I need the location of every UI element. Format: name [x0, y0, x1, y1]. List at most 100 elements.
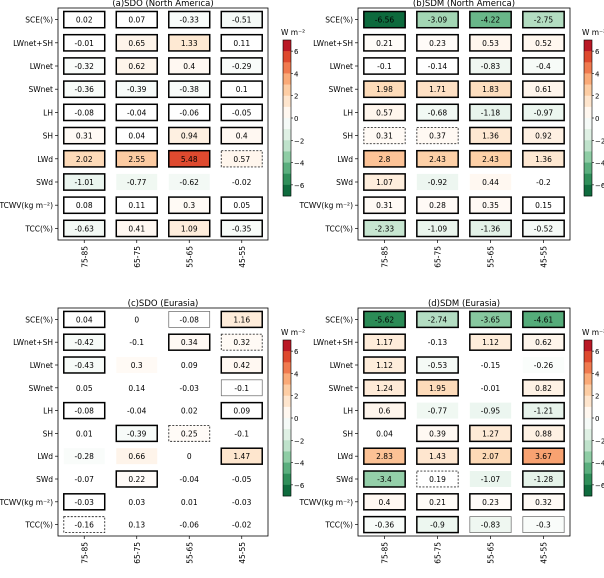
colorbar-tick-label: −6	[595, 482, 604, 490]
cell-value: 2.83	[376, 452, 393, 461]
heatmap-cell	[522, 357, 565, 373]
cell-value: 0.61	[535, 85, 552, 94]
heatmap-cell	[63, 310, 106, 329]
heatmap-cell	[469, 493, 512, 511]
colorbar-segment	[584, 84, 592, 97]
panel-title: (d)SDM (Eurasia)	[428, 299, 500, 309]
cell-value: 0.19	[429, 475, 446, 484]
col-label: 75-85	[80, 246, 89, 268]
colorbar-segment	[584, 151, 592, 163]
heatmap-cell	[63, 516, 106, 534]
heatmap-cell	[115, 149, 158, 168]
cell-value: 0.02	[181, 407, 198, 416]
heatmap-cell	[522, 33, 565, 52]
row-label: LWd	[37, 155, 53, 164]
heatmap-cell	[115, 424, 158, 443]
heatmap-cell	[63, 126, 106, 145]
colorbar-segment	[584, 51, 592, 63]
cell-value: 1.24	[376, 384, 393, 393]
cell-value: 0.11	[233, 39, 250, 48]
cell-value: -2.75	[534, 16, 554, 25]
cell-value: -0.1	[129, 338, 144, 347]
heatmap-cell	[363, 103, 406, 122]
col-label: 65-75	[434, 542, 443, 564]
heatmap-cell	[363, 10, 406, 29]
heatmap-cell	[221, 173, 263, 191]
heatmap-cell	[168, 402, 210, 419]
cell-value: 0.1	[236, 85, 248, 94]
cell-value: 0.94	[181, 132, 198, 141]
cell-value: -1.09	[428, 224, 448, 233]
heatmap-cell	[221, 471, 263, 487]
heatmap-cell	[469, 402, 512, 419]
cell-value: -0.1	[377, 62, 392, 71]
heatmap-cell	[469, 80, 512, 99]
heatmap-cell	[116, 493, 158, 510]
cell-value: 2.43	[482, 155, 499, 164]
cell-value: 0.4	[183, 62, 195, 71]
colorbar-segment	[584, 484, 592, 497]
row-label: SWnet	[29, 85, 54, 94]
heatmap-cell	[469, 149, 512, 168]
heatmap-cell	[116, 402, 158, 419]
colorbar-label: W m⁻²	[281, 328, 305, 337]
cell-value: -0.02	[232, 178, 252, 187]
cell-value: -0.06	[180, 108, 200, 117]
cell-value: 0.23	[482, 498, 499, 507]
colorbar-segment	[584, 373, 592, 385]
cell-value: -0.9	[430, 521, 445, 530]
row-label: SWnet	[29, 384, 54, 393]
row-label: LH	[43, 108, 53, 117]
colorbar-segment	[584, 62, 592, 74]
colorbar-tick-label: −6	[294, 182, 305, 190]
heatmap-cell	[469, 219, 512, 238]
heatmap-cell	[416, 493, 459, 511]
cell-value: 0.39	[429, 429, 446, 438]
heatmap-cell	[63, 10, 106, 29]
panel-frame	[357, 7, 571, 241]
colorbar-tick-label: 4	[294, 370, 299, 378]
colorbar-segment	[283, 406, 291, 419]
heatmap-cell	[115, 219, 158, 238]
colorbar-segment	[584, 173, 592, 186]
heatmap-cell	[416, 424, 459, 443]
cell-value: -0.06	[180, 521, 200, 530]
cell-value: -0.28	[75, 452, 95, 461]
heatmap-panel-1: (a)SDO (North America) SCE(%) 0.02 0.07 -0.3…	[0, 0, 305, 268]
colorbar-segment	[584, 384, 592, 397]
heatmap-cell	[469, 333, 512, 351]
heatmap-cell	[116, 379, 158, 396]
colorbar-segment	[584, 440, 592, 452]
heatmap-cell	[220, 126, 263, 145]
cell-value: 0.01	[76, 429, 93, 438]
row-label: SCE(%)	[25, 16, 53, 25]
heatmap-cell	[363, 515, 406, 534]
cell-value: -0.62	[180, 178, 200, 187]
colorbar-segment	[584, 106, 592, 119]
cell-value: -0.92	[428, 178, 448, 187]
heatmap-cell	[220, 80, 263, 99]
colorbar-segment	[584, 462, 592, 475]
heatmap-cell	[416, 470, 459, 488]
heatmap-cell	[168, 149, 211, 168]
colorbar-label: W m⁻²	[281, 28, 305, 37]
cell-value: 0.01	[181, 498, 198, 507]
cell-value: 0.03	[128, 498, 145, 507]
cell-value: -1.01	[75, 178, 95, 187]
heatmap-cell	[416, 103, 459, 122]
heatmap-cell	[63, 333, 106, 351]
heatmap-cell	[469, 126, 512, 145]
row-label: LWnet+SH	[13, 39, 53, 48]
heatmap-cell	[522, 103, 565, 122]
heatmap-cell	[522, 401, 565, 420]
cell-value: -6.56	[375, 16, 395, 25]
cell-value: 2.02	[76, 155, 93, 164]
cell-value: -3.09	[428, 16, 448, 25]
cell-value: 1.71	[429, 85, 446, 94]
colorbar-label: W m⁻²	[582, 28, 604, 37]
cell-value: -0.42	[75, 338, 95, 347]
cell-value: 0	[187, 452, 192, 461]
colorbar-segment	[283, 362, 291, 374]
col-label: 55-65	[185, 542, 194, 564]
heatmap-panel-4: (d)SDM (Eurasia) SCE(%) -5.62 -2.74 -3.65 -4.…	[298, 299, 604, 564]
